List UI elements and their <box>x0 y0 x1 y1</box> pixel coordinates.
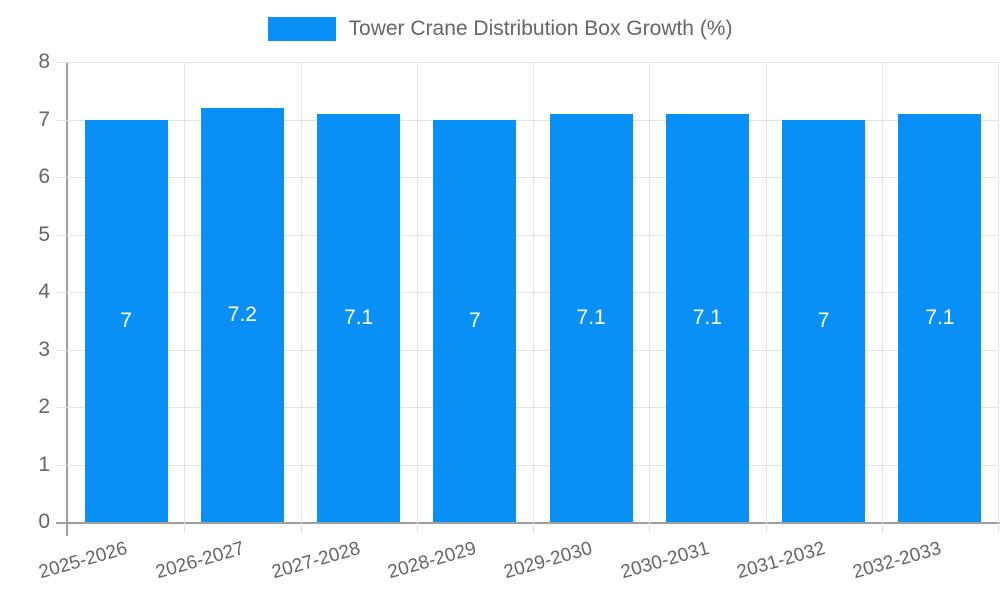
x-gridline <box>416 62 418 522</box>
y-tick-label: 8 <box>38 50 50 73</box>
x-tick-label: 2032-2033 <box>850 538 944 584</box>
legend-color-swatch <box>267 17 336 41</box>
plot-area: 0 1 2 3 4 5 6 7 8 7 2025-2026 7.2 2026-2027 7.1 2027-2… <box>37 50 1000 583</box>
x-tick-label: 2027-2028 <box>269 538 363 584</box>
y-tick <box>56 464 68 466</box>
y-tick-label: 5 <box>38 222 50 246</box>
y-tick <box>56 349 68 351</box>
y-tick-label: 4 <box>38 280 50 303</box>
bar-value-label: 7 <box>817 308 830 332</box>
y-tick-label: 0 <box>38 510 50 533</box>
y-tick <box>56 119 68 121</box>
x-tick <box>998 522 999 533</box>
bar-value-label: 7.1 <box>576 305 606 329</box>
x-tick <box>184 522 186 533</box>
bar-value-label: 7.1 <box>692 305 722 329</box>
y-axis-line <box>66 62 68 536</box>
x-tick <box>300 522 302 533</box>
x-tick-label: 2030-2031 <box>618 538 712 584</box>
bar-value-label: 7 <box>469 308 481 332</box>
x-gridline <box>881 62 883 522</box>
bar[interactable]: 7.1 <box>549 113 633 522</box>
bar[interactable]: 7.1 <box>898 113 982 522</box>
bar[interactable]: 7 <box>433 119 517 522</box>
legend-item[interactable]: Tower Crane Distribution Box Growth (%) <box>267 17 733 41</box>
bar-value-label: 7.1 <box>344 305 374 329</box>
bar[interactable]: 7 <box>782 119 866 522</box>
y-tick-label: 7 <box>38 107 50 131</box>
x-tick <box>765 522 767 533</box>
x-tick-label: 2025-2026 <box>36 538 130 584</box>
x-tick-label: 2028-2029 <box>385 538 479 584</box>
y-tick <box>56 62 68 63</box>
bar-value-label: 7 <box>120 308 132 332</box>
x-gridline <box>300 62 302 522</box>
x-tick <box>533 522 534 533</box>
x-tick-label: 2026-2027 <box>153 538 247 584</box>
x-axis-line <box>56 522 1000 524</box>
y-tick-label: 2 <box>38 395 50 418</box>
x-gridline <box>649 62 651 522</box>
y-tick-label: 6 <box>38 165 50 188</box>
x-tick <box>881 522 883 533</box>
x-gridline <box>998 62 999 522</box>
bar[interactable]: 7.1 <box>665 113 749 522</box>
legend: Tower Crane Distribution Box Growth (%) <box>0 17 1000 41</box>
bar-value-label: 7.1 <box>925 305 955 329</box>
x-gridline <box>533 62 534 522</box>
bar[interactable]: 7.2 <box>200 108 284 522</box>
legend-label: Tower Crane Distribution Box Growth (%) <box>348 17 733 40</box>
x-tick <box>416 522 418 533</box>
y-tick-label: 3 <box>38 337 50 361</box>
y-tick <box>56 407 68 408</box>
x-tick <box>649 522 651 533</box>
y-tick <box>56 234 68 236</box>
x-tick-label: 2029-2030 <box>501 538 595 584</box>
bar-value-label: 7.2 <box>227 303 257 326</box>
y-tick <box>56 177 68 178</box>
x-gridline <box>184 62 186 522</box>
bar[interactable]: 7.1 <box>317 113 401 522</box>
x-gridline <box>765 62 767 522</box>
y-tick-label: 1 <box>38 452 50 476</box>
x-tick-label: 2031-2032 <box>734 538 828 584</box>
y-tick <box>56 292 68 293</box>
bar[interactable]: 7 <box>84 119 168 522</box>
